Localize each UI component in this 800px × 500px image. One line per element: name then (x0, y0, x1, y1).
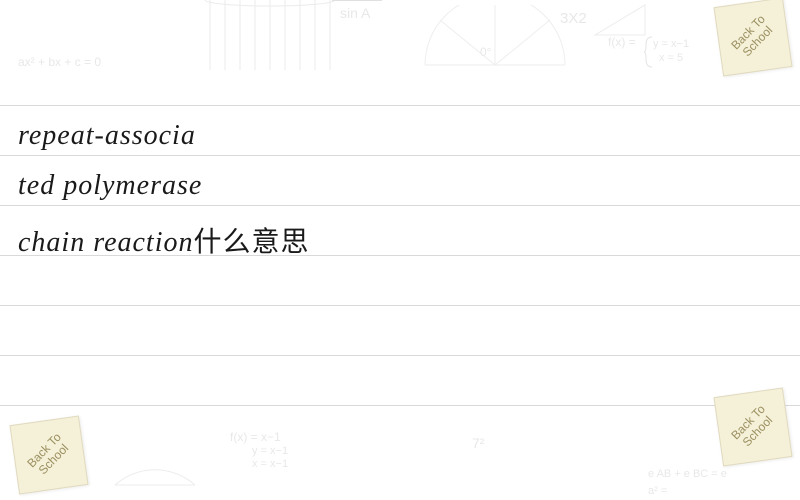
brace-icon (644, 35, 654, 69)
bg-math-a2: a² = (648, 485, 667, 497)
question-line-2: ted polymerase (18, 170, 202, 202)
rule-line (0, 405, 800, 406)
sticky-note-text: Back ToSchool (729, 13, 777, 62)
question-line-3-cjk: 什么意思 (193, 226, 309, 257)
rule-line (0, 155, 800, 156)
rule-line (0, 205, 800, 206)
bg-math-seven2: 7² (472, 435, 484, 451)
bg-math-fx2: f(x) = x−1 (230, 430, 281, 444)
bg-math-zero: 0° (480, 45, 491, 59)
sticky-note: Back ToSchool (713, 387, 792, 466)
rule-line (0, 305, 800, 306)
bg-math-x5: x = 5 (659, 52, 683, 64)
bg-math-eab: e AB + e BC = e (648, 468, 727, 480)
bg-math-3x2: 3X2 (560, 10, 587, 27)
bg-math-fx2b: y = x−1 (252, 445, 288, 457)
question-line-3: chain reaction什么意思 (18, 220, 310, 260)
question-line-3-en: chain reaction (18, 227, 193, 258)
arc-icon (110, 440, 200, 490)
sticky-note-text: Back ToSchool (25, 431, 73, 480)
rule-line (0, 355, 800, 356)
notebook-spiral-icon (200, 0, 360, 80)
sticky-note: Back ToSchool (9, 415, 88, 494)
bg-math-y1: y = x−1 (653, 38, 689, 50)
sticky-note-text: Back ToSchool (729, 403, 777, 452)
bg-math-quadratic: ax² + bx + c = 0 (18, 55, 101, 69)
bg-math-fx: f(x) = (608, 35, 636, 49)
triangle-icon (590, 0, 650, 40)
question-line-1: repeat-associa (18, 120, 196, 152)
bg-math-sinA: sin A (340, 5, 370, 21)
bg-math-fx2c: x = x−1 (252, 458, 288, 470)
fraction-bar (332, 0, 382, 1)
rule-line (0, 105, 800, 106)
protractor-icon (420, 5, 570, 75)
sticky-note: Back ToSchool (713, 0, 792, 77)
